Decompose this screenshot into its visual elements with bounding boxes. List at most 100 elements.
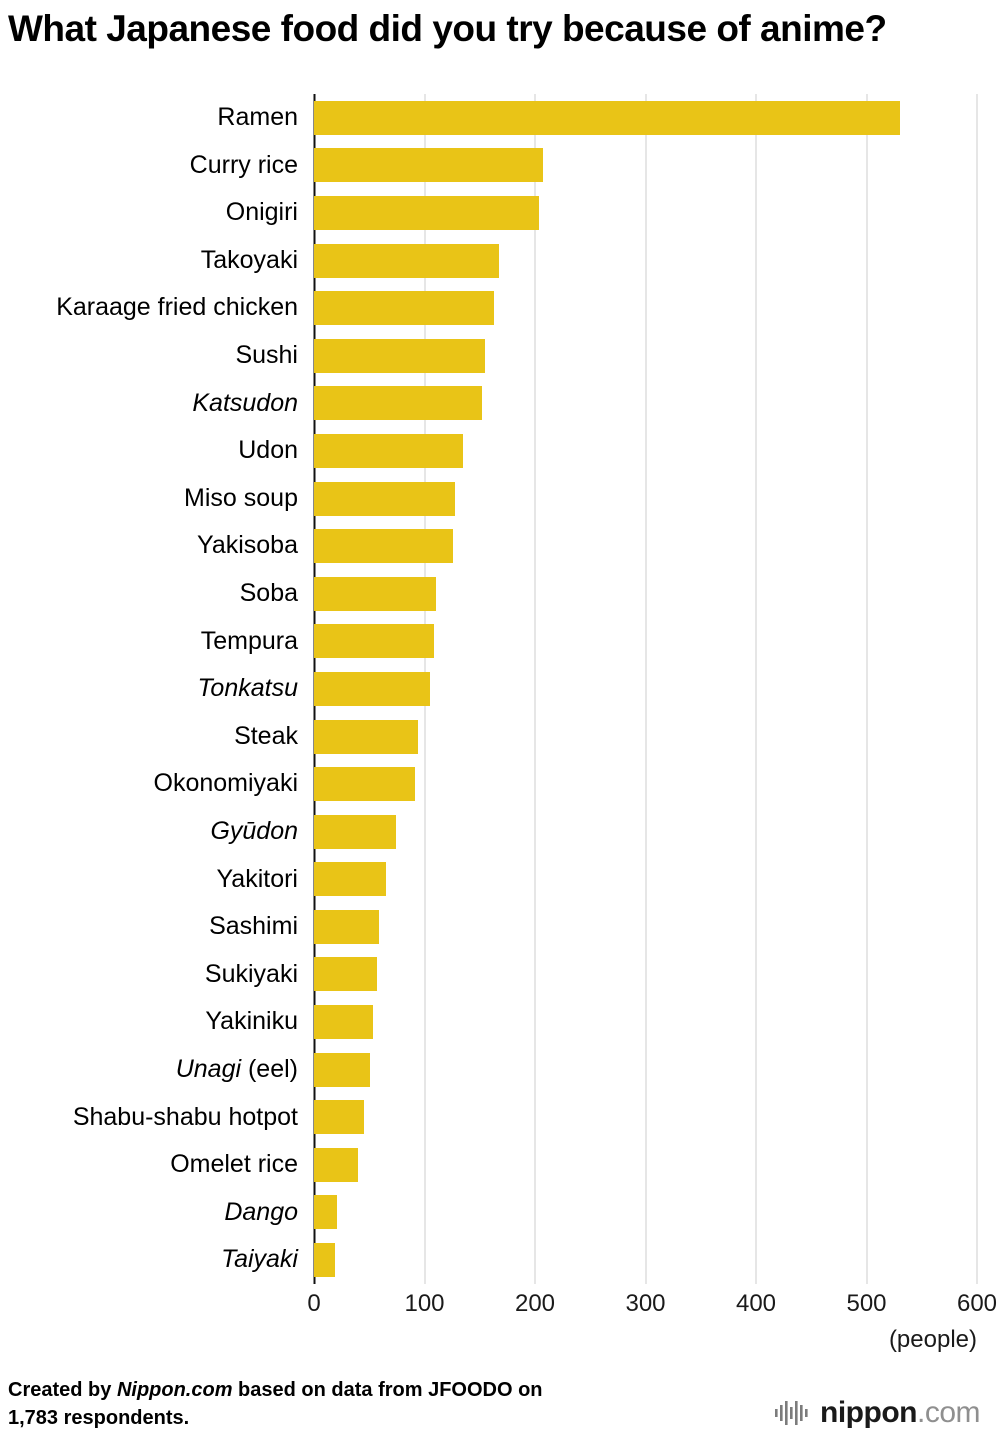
footer: Created by Nippon.com based on data from… (8, 1376, 981, 1432)
bar-area (314, 570, 977, 618)
bar-label: Miso soup (6, 483, 314, 513)
grid-line (534, 94, 536, 1284)
bar-label-text: Unagi (175, 1054, 242, 1083)
chart-row: Onigiri (6, 189, 977, 237)
bar-label-text: Katsudon (192, 388, 298, 417)
chart-row: Takoyaki (6, 237, 977, 285)
bar-label-text: Gyūdon (210, 816, 298, 845)
bar-label-text: Curry rice (189, 150, 298, 179)
bar-area (314, 142, 977, 190)
x-tick-label: 0 (307, 1290, 321, 1317)
bar (314, 100, 900, 135)
credit-line: Created by Nippon.com based on data from… (8, 1376, 543, 1404)
chart-row: Omelet rice (6, 1141, 977, 1189)
chart-row: Ramen (6, 94, 977, 142)
x-tick-label: 400 (735, 1290, 777, 1317)
bar-label: Shabu-shabu hotpot (6, 1102, 314, 1132)
bar (314, 909, 380, 944)
bar-label-text: Udon (238, 436, 298, 465)
bar-label: Onigiri (6, 198, 314, 227)
bar-label: Unagi (eel) (6, 1054, 314, 1084)
grid-line (866, 94, 867, 1284)
bar-area (314, 332, 977, 380)
bar-area (314, 1093, 977, 1141)
bar-area (314, 665, 977, 713)
bar-area (314, 951, 977, 999)
x-tick-label: 200 (514, 1290, 556, 1317)
bar (314, 338, 486, 373)
bar-label: Taiyaki (6, 1246, 314, 1274)
logo-tld: .com (916, 1396, 981, 1429)
bar (314, 624, 435, 659)
chart-row: Taiyaki (6, 1236, 977, 1284)
credit-text: Created by Nippon.com based on data from… (8, 1376, 543, 1432)
bar-label: Tonkatsu (6, 674, 314, 703)
bar-area (314, 856, 977, 904)
bar-area (314, 522, 977, 570)
bar (314, 671, 431, 706)
bar (314, 957, 377, 992)
bar-area (314, 760, 977, 808)
bar-label-text: Omelet rice (170, 1150, 298, 1179)
bar-area (314, 94, 977, 142)
chart-row: Curry rice (6, 142, 977, 190)
chart-row: Tonkatsu (6, 665, 977, 713)
bar (314, 1052, 371, 1087)
chart-row: Sukiyaki (6, 951, 977, 999)
bar-label: Sashimi (6, 912, 314, 941)
bar-area (314, 189, 977, 237)
bar-label-text: Tempura (200, 626, 298, 655)
bar (314, 1147, 359, 1182)
x-tick-label: 500 (846, 1290, 887, 1317)
credit-text-segment: Nippon.com (116, 1379, 233, 1401)
bar-label: Yakisoba (6, 532, 314, 560)
chart-row: Sashimi (6, 903, 977, 951)
bar-label: Gyūdon (6, 816, 314, 846)
bar-area (314, 284, 977, 332)
chart-row: Soba (6, 570, 977, 618)
bar-label: Dango (6, 1197, 314, 1227)
credit-text-segment: based on data from JFOODO on (232, 1379, 543, 1401)
x-tick-label: 600 (956, 1290, 998, 1317)
bar-label-text: Sushi (235, 341, 298, 370)
bar-label-text: Ramen (217, 103, 298, 132)
bar-label-text: Dango (224, 1197, 298, 1226)
bar-label-text: Karaage fried chicken (56, 293, 298, 322)
bar (314, 862, 386, 897)
chart-row: Gyūdon (6, 808, 977, 856)
bar-area (314, 998, 977, 1046)
x-axis: 0 100 200 300 400 500 600 (6, 1288, 997, 1324)
bar-area (314, 427, 977, 475)
x-tick-label: 300 (625, 1290, 666, 1317)
bar (314, 767, 415, 802)
bar (314, 243, 499, 278)
bar-label-text: Taiyaki (221, 1245, 298, 1274)
bar-label: Okonomiyaki (6, 770, 314, 798)
bar-label-text: Soba (239, 578, 298, 607)
bar-label: Udon (6, 436, 314, 465)
chart-row: Yakitori (6, 856, 977, 904)
bar-area (314, 618, 977, 666)
bar-area (314, 1046, 977, 1094)
bar-label: Curry rice (6, 150, 314, 180)
bar-area (314, 903, 977, 951)
bar (314, 195, 540, 230)
bar (314, 576, 436, 611)
bar-chart: Ramen Curry rice Onigiri Takoyaki Karaage fr… (6, 94, 978, 1284)
bar (314, 1195, 338, 1230)
chart-row: Yakiniku (6, 998, 977, 1046)
bar-label-text: Shabu-shabu hotpot (72, 1102, 298, 1131)
bar (314, 148, 543, 183)
chart-row: Yakisoba (6, 522, 977, 570)
nippon-logo: nippon.com (775, 1396, 981, 1432)
bar-label-text: Yakitori (216, 864, 298, 893)
bar-label: Katsudon (6, 388, 314, 418)
bar-area (314, 1141, 977, 1189)
bar-label-text: Sashimi (209, 912, 298, 941)
chart-title: What Japanese food did you try because o… (8, 8, 887, 49)
bar (314, 481, 456, 516)
chart-row: Unagi (eel) (6, 1046, 977, 1094)
soundwave-bars-icon (775, 1401, 808, 1425)
x-axis-unit-label: (people) (888, 1326, 977, 1353)
bar-label-text: Miso soup (184, 483, 298, 512)
